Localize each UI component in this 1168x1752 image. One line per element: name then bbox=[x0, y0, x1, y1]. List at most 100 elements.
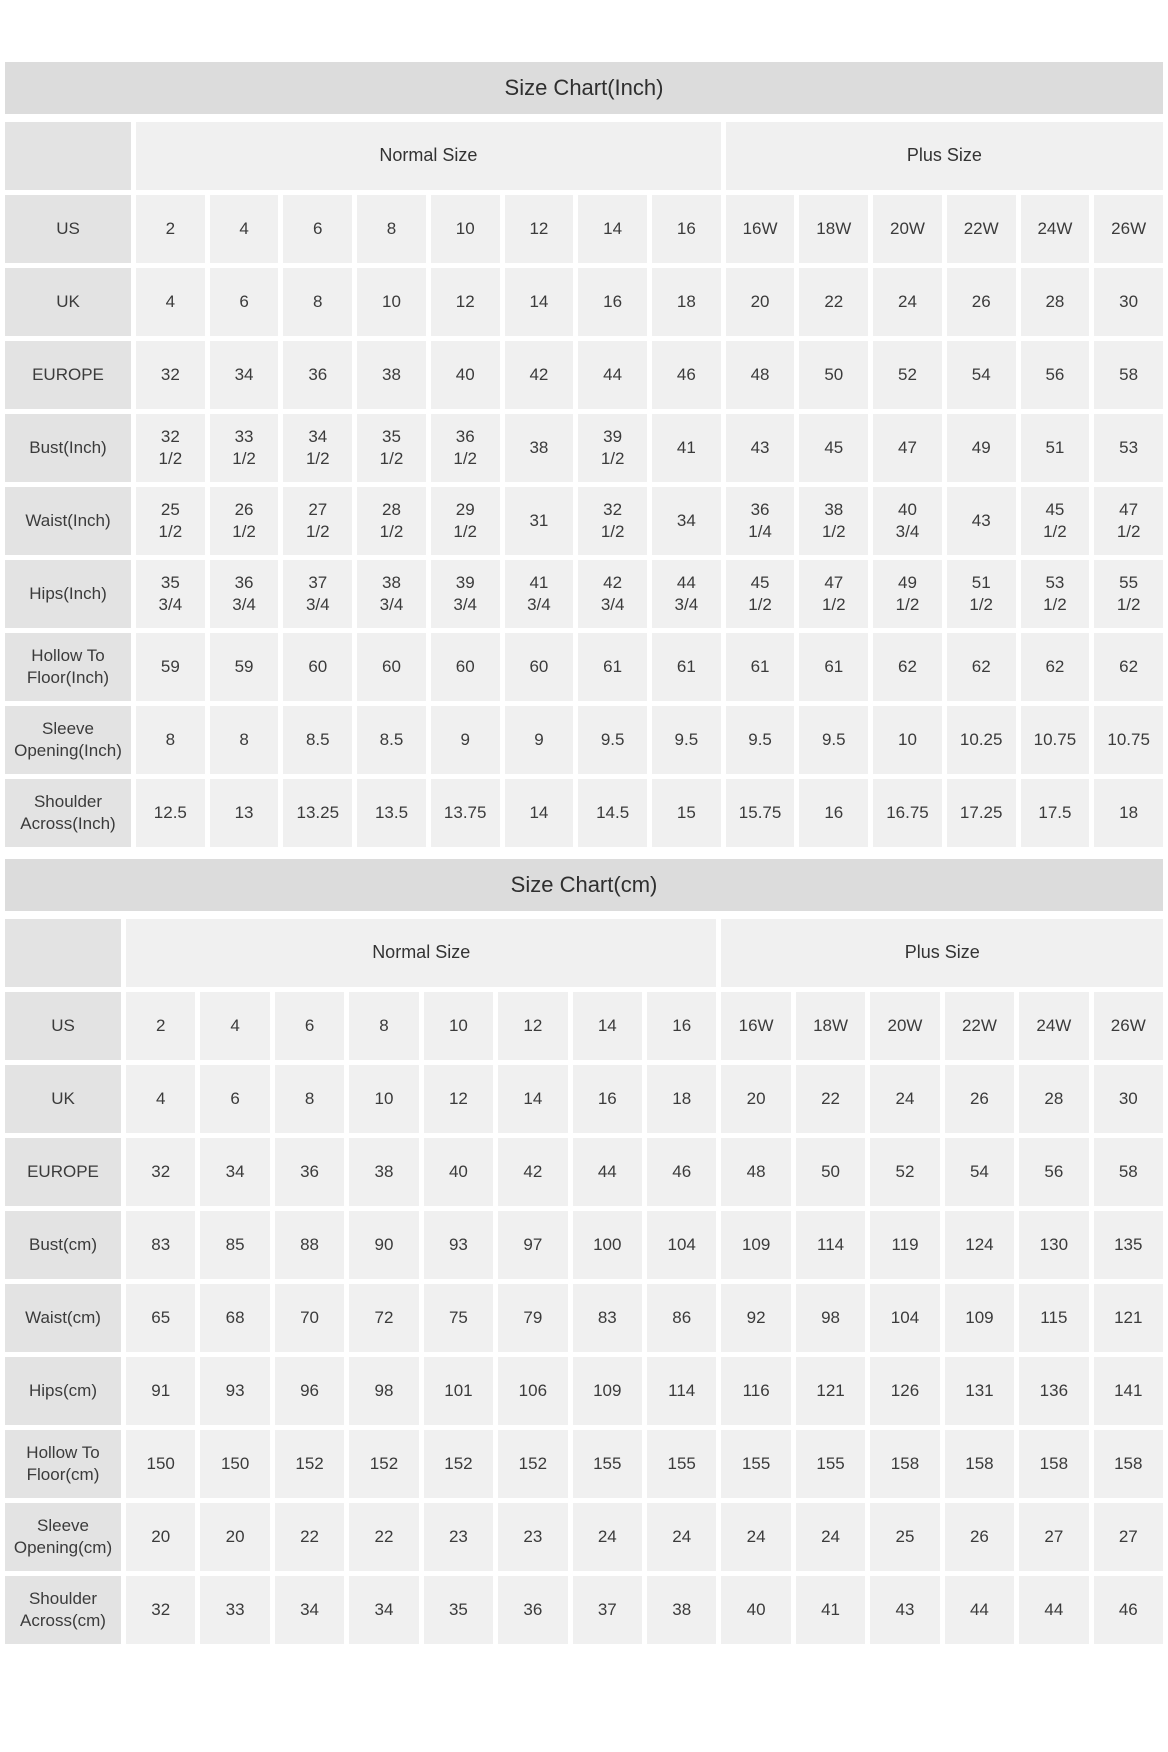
size-value-cell: 43 bbox=[870, 1576, 940, 1644]
size-value-cell: 43 bbox=[946, 487, 1016, 555]
size-value-cell: 32 bbox=[126, 1138, 196, 1206]
size-value-cell: 41 bbox=[652, 414, 721, 482]
size-value-cell: 42 bbox=[498, 1138, 568, 1206]
size-value-cell: 59 bbox=[136, 633, 205, 701]
size-value-cell: 45 1/2 bbox=[725, 560, 795, 628]
size-value-cell: 40 3/4 bbox=[873, 487, 942, 555]
size-value-cell: 17.25 bbox=[946, 779, 1016, 847]
size-value-cell: 38 1/2 bbox=[799, 487, 869, 555]
size-value-cell: 30 bbox=[1093, 1065, 1163, 1133]
size-value-cell: 130 bbox=[1019, 1211, 1089, 1279]
normal-size-header: Normal Size bbox=[126, 919, 717, 987]
size-value-cell: 83 bbox=[126, 1211, 196, 1279]
size-value-cell: 10.25 bbox=[946, 706, 1016, 774]
size-value-cell: 62 bbox=[1020, 633, 1090, 701]
size-value-cell: 93 bbox=[423, 1211, 494, 1279]
size-value-cell: 10 bbox=[873, 706, 942, 774]
size-value-cell: 101 bbox=[423, 1357, 494, 1425]
size-value-cell: 22W bbox=[946, 195, 1016, 263]
size-value-cell: 27 bbox=[1019, 1503, 1089, 1571]
size-value-cell: 65 bbox=[126, 1284, 196, 1352]
size-value-cell: 60 bbox=[283, 633, 353, 701]
size-value-cell: 44 bbox=[944, 1576, 1015, 1644]
size-value-cell: 24 bbox=[647, 1503, 717, 1571]
size-value-cell: 24 bbox=[721, 1503, 791, 1571]
size-value-cell: 27 1/2 bbox=[283, 487, 353, 555]
size-value-cell: 26 bbox=[944, 1065, 1015, 1133]
size-value-cell: 44 3/4 bbox=[652, 560, 721, 628]
size-value-cell: 72 bbox=[349, 1284, 419, 1352]
size-value-cell: 38 3/4 bbox=[357, 560, 426, 628]
size-value-cell: 22 bbox=[349, 1503, 419, 1571]
size-value-cell: 8 bbox=[349, 992, 419, 1060]
size-value-cell: 24 bbox=[873, 268, 942, 336]
row-label-us: US bbox=[5, 992, 121, 1060]
size-value-cell: 56 bbox=[1019, 1138, 1089, 1206]
size-value-cell: 46 bbox=[1093, 1576, 1163, 1644]
size-value-cell: 14 bbox=[504, 268, 574, 336]
size-value-cell: 93 bbox=[200, 1357, 270, 1425]
size-value-cell: 37 bbox=[572, 1576, 642, 1644]
size-value-cell: 18 bbox=[652, 268, 721, 336]
size-value-cell: 121 bbox=[1093, 1284, 1163, 1352]
size-value-cell: 18 bbox=[647, 1065, 717, 1133]
size-value-cell: 58 bbox=[1093, 1138, 1163, 1206]
size-value-cell: 34 bbox=[652, 487, 721, 555]
size-value-cell: 116 bbox=[721, 1357, 791, 1425]
size-value-cell: 36 1/4 bbox=[725, 487, 795, 555]
size-value-cell: 36 bbox=[498, 1576, 568, 1644]
size-value-cell: 47 bbox=[873, 414, 942, 482]
size-value-cell: 135 bbox=[1093, 1211, 1163, 1279]
size-value-cell: 10 bbox=[423, 992, 494, 1060]
size-value-cell: 109 bbox=[944, 1284, 1015, 1352]
size-value-cell: 85 bbox=[200, 1211, 270, 1279]
size-value-cell: 14 bbox=[578, 195, 647, 263]
size-value-cell: 91 bbox=[126, 1357, 196, 1425]
size-value-cell: 150 bbox=[200, 1430, 270, 1498]
size-value-cell: 152 bbox=[274, 1430, 345, 1498]
size-value-cell: 4 bbox=[136, 268, 205, 336]
row-label-sleeve-opening-inch: Sleeve Opening(Inch) bbox=[5, 706, 131, 774]
size-value-cell: 54 bbox=[944, 1138, 1015, 1206]
size-value-cell: 4 bbox=[209, 195, 279, 263]
size-value-cell: 18 bbox=[1094, 779, 1163, 847]
size-value-cell: 60 bbox=[430, 633, 500, 701]
row-label-sleeve-opening-cm: Sleeve Opening(cm) bbox=[5, 1503, 121, 1571]
size-value-cell: 44 bbox=[572, 1138, 642, 1206]
size-value-cell: 12 bbox=[430, 268, 500, 336]
size-value-cell: 75 bbox=[423, 1284, 494, 1352]
size-value-cell: 17.5 bbox=[1020, 779, 1090, 847]
size-value-cell: 25 bbox=[870, 1503, 940, 1571]
size-value-cell: 30 bbox=[1094, 268, 1163, 336]
row-label-bust-cm: Bust(cm) bbox=[5, 1211, 121, 1279]
size-value-cell: 68 bbox=[200, 1284, 270, 1352]
size-value-cell: 24 bbox=[795, 1503, 866, 1571]
size-value-cell: 53 1/2 bbox=[1020, 560, 1090, 628]
size-value-cell: 92 bbox=[721, 1284, 791, 1352]
size-value-cell: 10.75 bbox=[1020, 706, 1090, 774]
size-value-cell: 18W bbox=[799, 195, 869, 263]
row-label-waist-inch: Waist(Inch) bbox=[5, 487, 131, 555]
size-value-cell: 20 bbox=[721, 1065, 791, 1133]
size-value-cell: 12.5 bbox=[136, 779, 205, 847]
size-value-cell: 26 bbox=[944, 1503, 1015, 1571]
size-chart-inch-table: Normal Size Plus Size US 2 4 6 8 10 12 14 16 16W 18W… bbox=[5, 122, 1163, 847]
row-label-hollow-to-floor-cm: Hollow To Floor(cm) bbox=[5, 1430, 121, 1498]
size-value-cell: 34 bbox=[209, 341, 279, 409]
size-value-cell: 26W bbox=[1093, 992, 1163, 1060]
corner-cell bbox=[5, 122, 131, 190]
size-value-cell: 20 bbox=[725, 268, 795, 336]
size-value-cell: 158 bbox=[870, 1430, 940, 1498]
size-value-cell: 20 bbox=[126, 1503, 196, 1571]
size-value-cell: 8 bbox=[274, 1065, 345, 1133]
row-label-hips-inch: Hips(Inch) bbox=[5, 560, 131, 628]
size-value-cell: 88 bbox=[274, 1211, 345, 1279]
size-value-cell: 12 bbox=[498, 992, 568, 1060]
size-value-cell: 36 bbox=[274, 1138, 345, 1206]
size-value-cell: 34 bbox=[200, 1138, 270, 1206]
size-value-cell: 38 bbox=[647, 1576, 717, 1644]
size-value-cell: 16 bbox=[799, 779, 869, 847]
size-value-cell: 104 bbox=[870, 1284, 940, 1352]
size-value-cell: 32 bbox=[136, 341, 205, 409]
